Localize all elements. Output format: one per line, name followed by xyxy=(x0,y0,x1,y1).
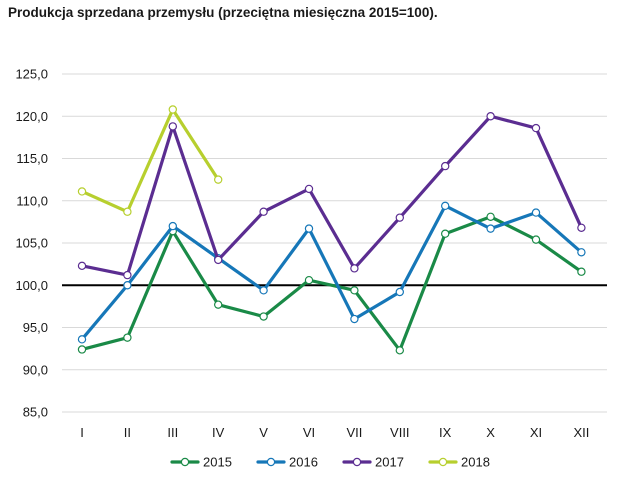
x-tick-label: VIII xyxy=(390,425,410,440)
data-point xyxy=(259,286,268,295)
legend-swatch-marker xyxy=(266,457,276,467)
x-tick-label: IV xyxy=(212,425,225,440)
data-point xyxy=(168,122,177,131)
legend-item-2017: 2017 xyxy=(342,455,404,470)
series-line-2016 xyxy=(80,204,584,341)
data-point xyxy=(395,346,404,355)
x-tick-label: XII xyxy=(573,425,589,440)
x-tick-label: XI xyxy=(530,425,542,440)
x-tick-label: IX xyxy=(439,425,452,440)
data-point xyxy=(441,201,450,211)
series-2018 xyxy=(77,105,223,216)
data-point xyxy=(77,335,87,344)
data-point xyxy=(486,112,495,121)
data-point xyxy=(213,175,223,184)
data-point xyxy=(259,207,268,216)
data-point xyxy=(123,333,132,342)
y-tick-label: 110,0 xyxy=(16,193,48,208)
series-2015 xyxy=(77,212,586,355)
y-tick-label: 85,0 xyxy=(23,405,48,420)
data-point xyxy=(350,264,359,273)
y-tick-label: 125,0 xyxy=(15,67,48,82)
series-line-2018 xyxy=(80,107,220,214)
legend-label: 2018 xyxy=(461,455,490,470)
data-point xyxy=(213,255,223,265)
data-point xyxy=(77,345,87,354)
legend-swatch-marker xyxy=(180,457,190,467)
data-point xyxy=(304,224,314,233)
legend-item-2015: 2015 xyxy=(170,455,232,470)
x-tick-label: II xyxy=(124,425,131,440)
legend-item-2016: 2016 xyxy=(256,455,318,470)
y-tick-label: 105,0 xyxy=(15,236,48,251)
data-point xyxy=(395,287,404,297)
chart-title: Produkcja sprzedana przemysłu (przeciętn… xyxy=(8,5,438,20)
y-tick-label: 115,0 xyxy=(16,151,48,166)
data-point xyxy=(213,300,223,309)
data-point xyxy=(486,212,495,222)
data-point xyxy=(304,275,314,285)
data-point xyxy=(123,270,132,280)
legend-item-2018: 2018 xyxy=(428,455,490,470)
data-point xyxy=(531,235,541,244)
y-tick-label: 90,0 xyxy=(23,362,48,377)
x-tick-label: X xyxy=(486,425,495,440)
data-point xyxy=(77,187,87,196)
data-point xyxy=(259,312,268,321)
legend: 2015 2016 2017 2018 xyxy=(170,455,490,470)
y-tick-label: 120,0 xyxy=(15,109,48,124)
x-tick-label: V xyxy=(259,425,268,440)
series-line-2017 xyxy=(80,114,584,277)
x-tick-label: III xyxy=(167,425,178,440)
data-point xyxy=(441,229,450,238)
axis-labels: 85,0 90,0 95,0 100,0 105,0 110,0 115,0 120,0 125… xyxy=(15,67,589,441)
legend-label: 2015 xyxy=(203,455,232,470)
x-tick-label: VII xyxy=(346,425,362,440)
data-point xyxy=(123,281,132,290)
legend-swatch-marker xyxy=(352,457,362,467)
series-2017 xyxy=(77,112,586,280)
series-line-2015 xyxy=(80,215,584,352)
y-tick-label: 100,0 xyxy=(15,278,48,293)
data-point xyxy=(304,184,314,194)
data-point xyxy=(350,314,359,324)
data-point xyxy=(531,123,541,133)
data-point xyxy=(577,267,586,276)
legend-label: 2016 xyxy=(289,455,318,470)
data-point xyxy=(168,221,177,231)
legend-swatch-marker xyxy=(438,457,448,467)
data-point xyxy=(531,208,541,217)
series-lines xyxy=(77,105,586,355)
data-point xyxy=(395,213,404,222)
data-point xyxy=(168,105,177,114)
data-point xyxy=(441,161,450,171)
data-point xyxy=(577,223,586,232)
y-tick-label: 95,0 xyxy=(23,320,48,335)
data-point xyxy=(486,224,495,233)
data-point xyxy=(350,286,359,295)
data-point xyxy=(123,207,132,216)
data-point xyxy=(77,261,87,271)
x-tick-label: VI xyxy=(303,425,315,440)
legend-label: 2017 xyxy=(375,455,404,470)
x-tick-label: I xyxy=(80,425,84,440)
data-point xyxy=(577,248,586,257)
